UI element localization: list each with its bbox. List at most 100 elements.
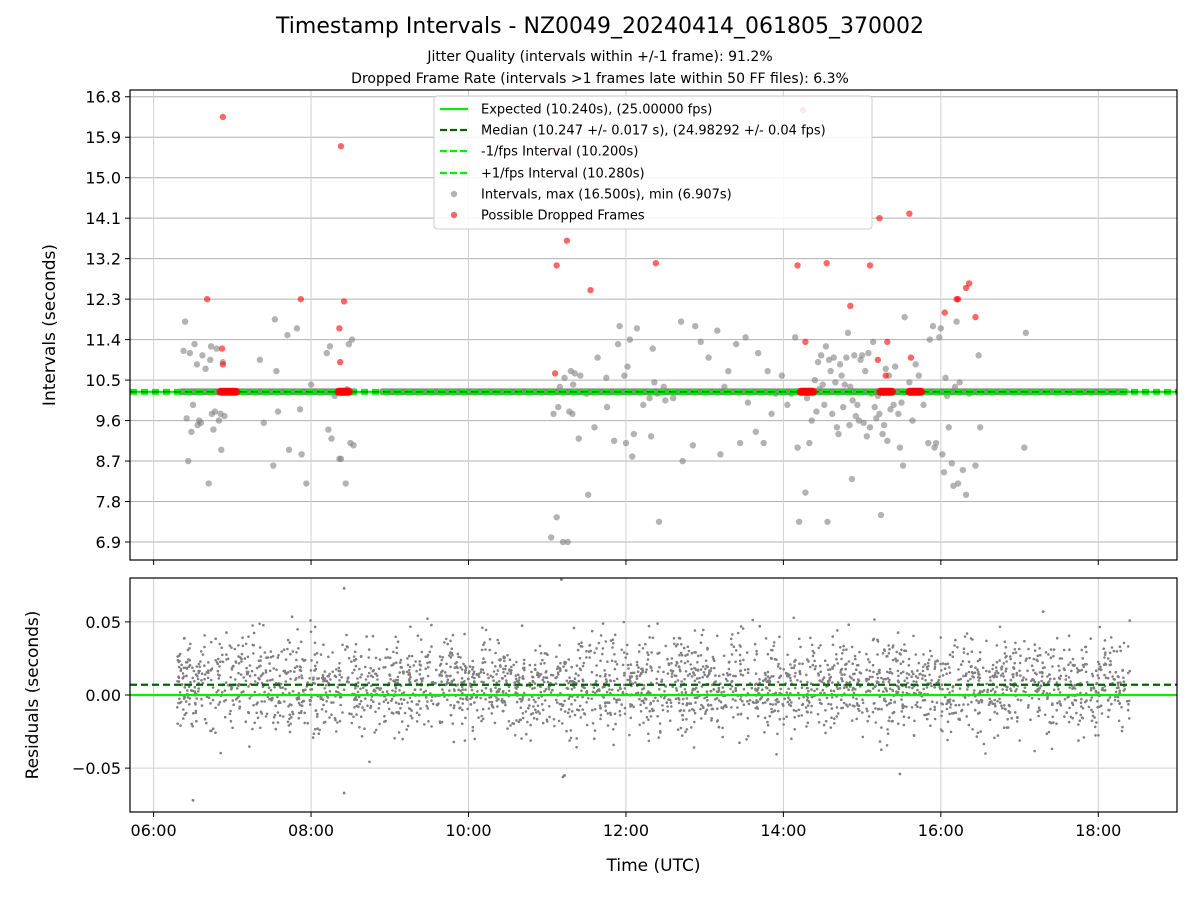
bottom-residual-point [471,729,475,733]
top-y-tick-label: 13.2 [85,250,121,269]
bottom-residual-point [481,626,484,630]
bottom-residual-point [266,679,269,682]
top-interval-point [959,466,967,474]
bottom-residual-point [214,637,217,640]
top-interval-point [181,318,189,325]
bottom-residual-point [656,652,659,655]
bottom-residual-point [475,709,479,712]
bottom-residual-point [622,620,626,624]
bottom-residual-point [252,644,256,647]
bottom-residual-point [775,658,778,661]
bottom-residual-point [807,689,810,693]
bottom-residual-point [966,703,970,706]
bottom-residual-point [186,689,189,692]
bottom-residual-point [200,704,204,707]
bottom-residual-point [309,619,312,622]
bottom-residual-point [316,727,320,730]
bottom-residual-point [248,697,252,700]
bottom-residual-point [612,728,615,731]
bottom-residual-point [184,700,188,703]
bottom-residual-point [1056,701,1059,705]
bottom-residual-point [753,642,757,646]
bottom-residual-point [1038,671,1042,674]
bottom-residual-point [1033,649,1037,652]
bottom-residual-point [578,704,582,708]
bottom-residual-point [515,719,518,722]
bottom-residual-point [534,711,538,714]
bottom-residual-point [766,675,770,678]
bottom-residual-point [295,665,299,668]
bottom-residual-point [353,668,356,672]
bottom-residual-point [193,701,197,705]
bottom-residual-point [1000,665,1004,668]
bottom-residual-point [796,679,799,682]
bottom-residual-point [998,625,1002,629]
bottom-residual-point [681,718,685,721]
bottom-residual-point [845,703,848,706]
bottom-residual-point [585,649,588,653]
bottom-residual-point [841,652,844,655]
bottom-residual-point [531,675,534,679]
bottom-residual-point [237,655,240,658]
bottom-residual-point [279,686,283,689]
bottom-residual-point [276,711,280,714]
bottom-residual-point [1112,677,1116,681]
bottom-residual-point [946,699,950,702]
bottom-residual-point [854,668,858,671]
bottom-residual-point [341,643,344,647]
top-y-tick-label: 9.6 [96,412,121,431]
bottom-residual-point [288,730,292,734]
bottom-residual-point [943,667,947,670]
bottom-residual-point [840,673,844,676]
bottom-residual-point [306,721,310,725]
bottom-residual-point [398,689,401,692]
bottom-residual-point [1090,696,1094,699]
bottom-residual-point [524,710,528,713]
bottom-residual-point [1052,654,1055,658]
bottom-residual-point [779,687,782,691]
bottom-residual-point [1009,657,1012,661]
bottom-residual-point [680,643,683,646]
bottom-residual-point [323,670,327,673]
bottom-residual-point [746,671,750,674]
bottom-residual-point [396,640,400,643]
top-dropped-frame-point [906,210,913,217]
bottom-residual-point [462,680,465,684]
top-interval-point [570,381,577,388]
bottom-residual-point [215,691,218,694]
bottom-residual-point [541,658,544,662]
top-interval-point [569,410,576,418]
bottom-residual-point [931,700,934,703]
bottom-residual-point [929,707,932,711]
bottom-residual-point [980,700,984,704]
bottom-residual-point [739,625,743,628]
bottom-residual-point [579,668,583,672]
top-interval-point [274,408,282,415]
bottom-residual-point [253,690,257,694]
bottom-residual-point [711,683,714,686]
bottom-residual-point [471,668,474,671]
bottom-residual-point [323,677,327,680]
bottom-residual-point [555,655,558,659]
bottom-residual-point [363,708,366,712]
bottom-residual-point [573,713,577,717]
bottom-residual-point [406,657,409,660]
bottom-residual-point [580,641,583,644]
bottom-residual-point [658,722,662,725]
bottom-residual-point [506,727,509,730]
bottom-residual-point [528,704,531,707]
bottom-residual-point [692,709,696,712]
bottom-residual-point [459,666,462,669]
bottom-residual-point [703,696,706,700]
bottom-residual-point [325,679,329,683]
bottom-residual-point [636,691,640,695]
bottom-residual-point [678,637,682,640]
top-interval-point [307,381,315,388]
bottom-residual-point [179,700,183,704]
bottom-residual-point [200,679,203,682]
bottom-residual-point [466,677,470,681]
bottom-residual-point [187,685,191,688]
bottom-residual-point [892,710,896,714]
bottom-residual-point [441,688,444,691]
bottom-residual-point [392,650,395,654]
